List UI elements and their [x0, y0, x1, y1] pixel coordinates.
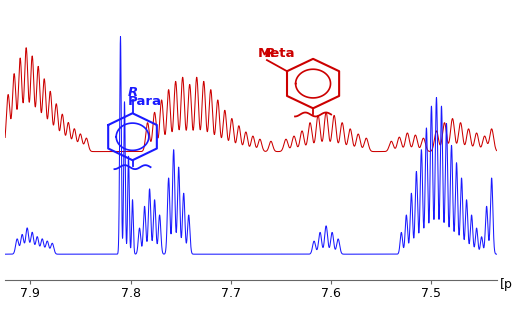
- Text: [ppm]: [ppm]: [500, 278, 512, 291]
- Text: R: R: [127, 86, 138, 99]
- Text: R: R: [265, 47, 275, 60]
- Text: Meta: Meta: [258, 47, 295, 60]
- Text: Para: Para: [127, 95, 161, 108]
